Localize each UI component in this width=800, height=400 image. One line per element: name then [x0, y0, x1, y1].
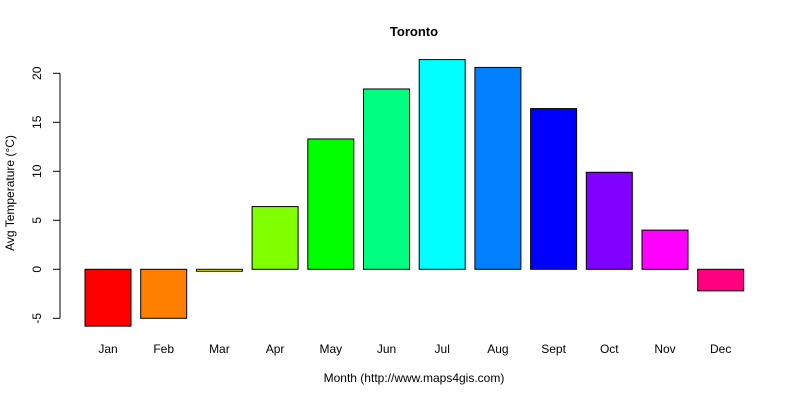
bar-jul	[418, 59, 466, 270]
bar-dec	[697, 268, 745, 292]
y-tick-label: 0	[30, 266, 44, 273]
chart-title: Toronto	[390, 24, 438, 39]
bar-oct	[585, 171, 633, 270]
y-tick-label: 10	[30, 164, 44, 178]
bar-jan	[84, 268, 132, 327]
x-tick-label: Oct	[600, 342, 619, 356]
x-tick-label: Jul	[435, 342, 450, 356]
y-axis-label: Avg Temperature (°C)	[3, 135, 17, 251]
x-tick-labels: Jan Feb Mar Apr May Jun Jul Aug Sept Oct Nov Dec	[98, 342, 731, 356]
y-axis: -5 0 5 10 15 20	[30, 66, 61, 324]
x-tick-label: Jun	[377, 342, 396, 356]
x-tick-label: Apr	[266, 342, 285, 356]
bar-sept	[530, 108, 578, 270]
bar-feb	[140, 268, 188, 319]
bars	[84, 59, 745, 327]
bar-mar	[195, 268, 243, 272]
y-tick-label: 20	[30, 66, 44, 80]
x-tick-label: Jan	[98, 342, 117, 356]
bar-jun	[363, 88, 410, 270]
bar-aug	[474, 66, 522, 270]
x-axis-label: Month (http://www.maps4gis.com)	[324, 371, 505, 385]
x-tick-label: May	[319, 342, 342, 356]
x-tick-label: Sept	[541, 342, 566, 356]
x-tick-label: Dec	[710, 342, 731, 356]
y-tick-label: 5	[30, 217, 44, 224]
x-tick-label: Nov	[654, 342, 675, 356]
y-tick-label: 15	[30, 115, 44, 129]
x-tick-label: Aug	[487, 342, 508, 356]
x-tick-label: Mar	[209, 342, 230, 356]
bar-apr	[251, 206, 299, 270]
x-tick-label: Feb	[153, 342, 174, 356]
bar-nov	[641, 229, 689, 270]
y-tick-label: -5	[30, 313, 44, 324]
bar-may	[307, 138, 355, 270]
